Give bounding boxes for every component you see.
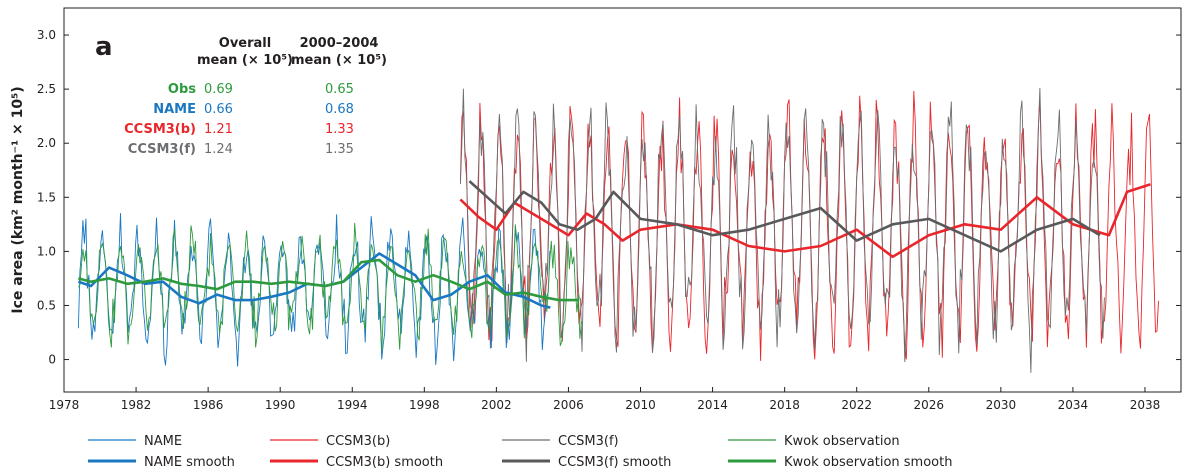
stats-row-name: NAME: [153, 102, 196, 117]
plot-frame: [63, 7, 1182, 393]
ccsm3-f-smooth-series-line: [468, 180, 1101, 253]
x-tick-label: 2022: [841, 398, 872, 412]
x-tick-label: 2026: [914, 398, 945, 412]
stats-row-overall: 1.24: [204, 142, 233, 157]
x-tick-label: 1990: [265, 398, 296, 412]
legend-label: CCSM3(f) smooth: [558, 455, 671, 470]
legend-label: CCSM3(b): [326, 434, 390, 449]
stats-col1-header-line1: Overall: [219, 36, 271, 51]
panel-label: a: [95, 32, 113, 62]
legend-label: NAME: [144, 434, 182, 449]
kwok-observation-series-line: [78, 222, 584, 351]
legend-label: NAME smooth: [144, 455, 235, 470]
legend-label: CCSM3(b) smooth: [326, 455, 443, 470]
legend-label: Kwok observation: [784, 434, 900, 449]
x-tick-label: 2002: [481, 398, 512, 412]
x-tick-label: 2034: [1058, 398, 1089, 412]
y-tick-label: 0.5: [37, 298, 56, 312]
kwok-observation-smooth-series-line: [78, 258, 580, 302]
x-tick-label: 1986: [193, 398, 224, 412]
y-axis-title: Ice area (km² month⁻¹ × 10⁵): [10, 86, 26, 313]
y-tick-label: 1.5: [37, 190, 56, 204]
legend-label: CCSM3(f): [558, 434, 619, 449]
smooth-series-layer: [77, 180, 1151, 309]
x-axis: 1978 1982 1986 1990 1994 1998 2002 2006 2010 2014…: [49, 387, 1161, 412]
stats-col2-header-line1: 2000–2004: [300, 36, 379, 51]
x-tick-label: 2018: [769, 398, 800, 412]
stats-row-recent: 0.68: [325, 102, 354, 117]
y-tick-label: 3.0: [37, 28, 56, 42]
x-tick-label: 1978: [49, 398, 80, 412]
x-tick-label: 2038: [1130, 398, 1161, 412]
y-axis: 0 0.5 1.0 1.5 2.0 2.5 3.0: [37, 28, 1181, 367]
stats-col2-header-line2: mean (× 10⁵): [291, 53, 387, 68]
x-tick-label: 2006: [553, 398, 584, 412]
y-tick-label: 0: [48, 353, 56, 367]
x-tick-label: 1982: [121, 398, 152, 412]
ccsm3-b-smooth-series-line: [459, 183, 1151, 259]
name-series-line: [77, 213, 551, 367]
legend: NAME NAME smooth CCSM3(b) CCSM3(b) smooth CC…: [88, 434, 952, 470]
stats-row-overall: 0.69: [204, 82, 233, 97]
y-tick-label: 2.5: [37, 82, 56, 96]
stats-row-recent: 1.33: [325, 122, 354, 137]
ccsm3-f-series-line: [459, 87, 1105, 373]
stats-row-recent: 1.35: [325, 142, 354, 157]
stats-row-recent: 0.65: [325, 82, 354, 97]
x-tick-label: 1998: [409, 398, 440, 412]
stats-col1-header-line2: mean (× 10⁵): [197, 53, 293, 68]
y-tick-label: 1.0: [37, 244, 56, 258]
stats-table: Overall mean (× 10⁵) 2000–2004 mean (× 1…: [124, 36, 387, 157]
thin-series-layer: [77, 87, 1159, 373]
stats-row-overall: 1.21: [204, 122, 233, 137]
legend-label: Kwok observation smooth: [784, 455, 952, 470]
x-tick-label: 2030: [986, 398, 1017, 412]
x-tick-label: 2010: [625, 398, 656, 412]
y-tick-label: 2.0: [37, 136, 56, 150]
x-tick-label: 2014: [697, 398, 728, 412]
stats-row-name: CCSM3(b): [124, 122, 196, 137]
stats-row-name: Obs: [168, 82, 196, 97]
x-tick-label: 1994: [337, 398, 368, 412]
stats-row-name: CCSM3(f): [128, 142, 196, 157]
stats-row-overall: 0.66: [204, 102, 233, 117]
